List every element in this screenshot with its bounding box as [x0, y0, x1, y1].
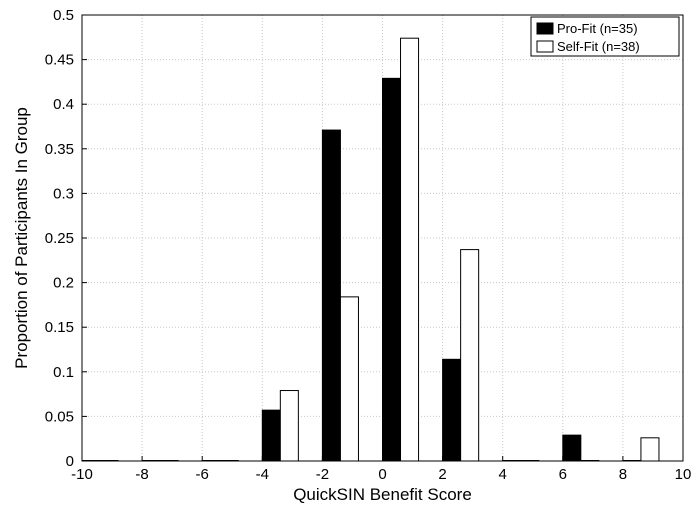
legend: Pro-Fit (n=35) Self-Fit (n=38): [530, 16, 680, 57]
y-tick-label: 0.1: [53, 364, 74, 381]
x-tick-label: 6: [559, 466, 567, 483]
x-tick-label: -6: [196, 466, 209, 483]
y-tick-label: 0.2: [53, 275, 74, 292]
y-tick-label: 0.3: [53, 185, 74, 202]
y-tick-label: 0: [66, 453, 74, 470]
y-tick-label: 0.05: [45, 408, 74, 425]
x-tick-label: 0: [378, 466, 386, 483]
legend-swatch-self-fit: [536, 40, 554, 53]
legend-swatch-pro-fit: [536, 22, 554, 35]
legend-label-self-fit: Self-Fit (n=38): [557, 39, 640, 54]
bar-pro-fit: [321, 129, 341, 462]
y-tick-label: 0.4: [53, 96, 74, 113]
bar-pro-fit: [261, 409, 281, 462]
x-axis-title: QuickSIN Benefit Score: [293, 485, 472, 504]
x-tick-label: -2: [316, 466, 329, 483]
x-tick-label: 2: [438, 466, 446, 483]
y-tick-label: 0.35: [45, 141, 74, 158]
bar-self-fit: [460, 249, 480, 462]
bar-self-fit: [339, 296, 359, 462]
y-tick-label: 0.25: [45, 230, 74, 247]
legend-label-pro-fit: Pro-Fit (n=35): [557, 21, 638, 36]
x-tick-label: 8: [619, 466, 627, 483]
bar-self-fit: [279, 390, 299, 462]
x-tick-label: -8: [135, 466, 148, 483]
bar-pro-fit: [562, 434, 582, 462]
legend-box: [530, 16, 680, 57]
y-tick-label: 0.5: [53, 7, 74, 24]
y-tick-label: 0.15: [45, 319, 74, 336]
x-tick-label: -10: [71, 466, 93, 483]
x-tick-label: -4: [256, 466, 269, 483]
bar-self-fit: [400, 37, 420, 462]
ticks-layer: -10 -8 -6 -4 -2 0 2 4 6 8 10 0 0.05 0.1 0.15 0.2 0.25 0.3…: [45, 7, 692, 483]
bar-pro-fit: [442, 358, 462, 462]
x-tick-label: 10: [675, 466, 692, 483]
y-tick-label: 0.45: [45, 52, 74, 69]
y-axis-title: Proportion of Participants In Group: [12, 107, 31, 369]
bar-self-fit: [640, 437, 660, 462]
x-tick-label: 4: [499, 466, 507, 483]
bar-pro-fit: [382, 77, 402, 462]
bars-layer: [81, 37, 660, 462]
